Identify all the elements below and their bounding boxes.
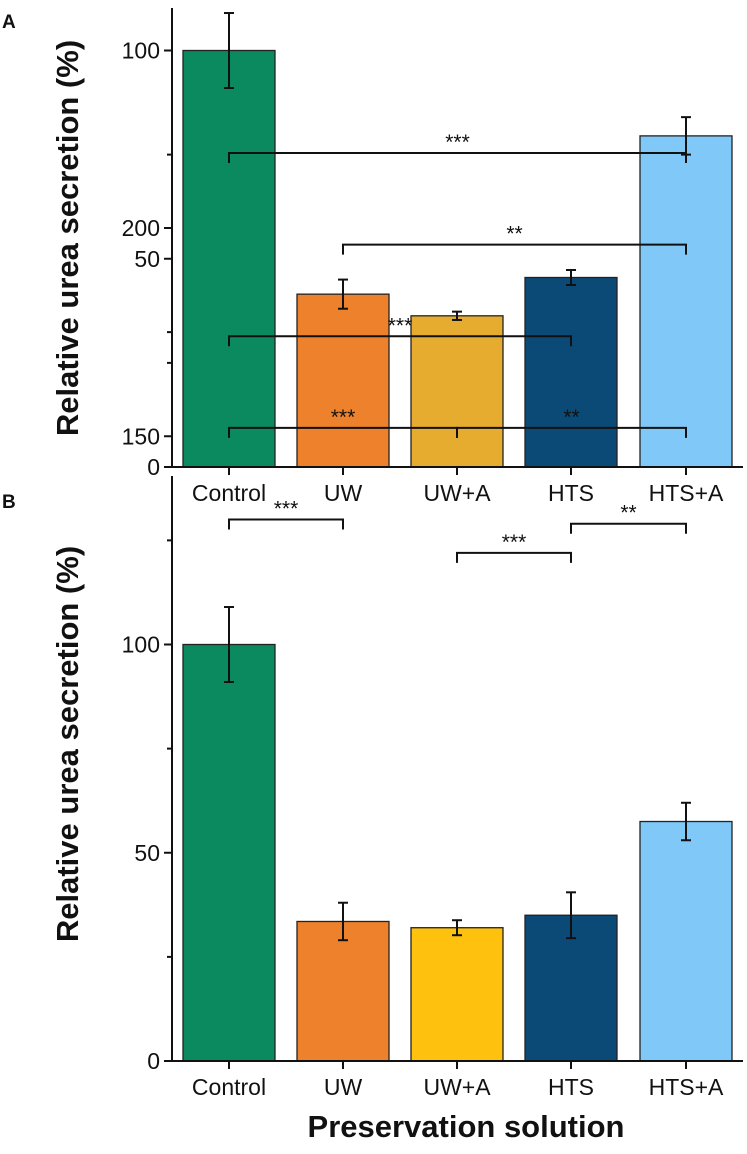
error-bar — [566, 891, 576, 940]
x-tick-label: Control — [192, 1074, 266, 1100]
chart-panel-a: A Relative urea secretion (%) 0 50 100 150 200… — [2, 8, 743, 506]
y-tick-label: 0 — [147, 1048, 160, 1074]
x-tick-label: UW — [324, 480, 363, 506]
y-tick-label: 50 — [134, 246, 160, 272]
bar-uw — [296, 920, 390, 1062]
bar-control — [182, 643, 276, 1062]
x-tick-label: UW — [324, 1074, 363, 1100]
significance-bracket — [342, 243, 687, 255]
x-tick-label: UW+A — [423, 1074, 491, 1100]
significance-label: ** — [563, 406, 579, 429]
x-tick-label: HTS+A — [649, 1074, 724, 1100]
y-tick-label: 100 — [122, 632, 160, 658]
x-tick-label: HTS — [548, 1074, 594, 1100]
y-tick-label: 100 — [122, 38, 160, 64]
bar-hts-plusa — [639, 135, 733, 468]
significance-bracket — [456, 551, 572, 563]
error-bar — [452, 919, 462, 937]
panel-letter: A — [2, 12, 16, 33]
bar-control — [182, 49, 276, 468]
bar-uw — [296, 293, 390, 468]
significance-bracket — [228, 335, 572, 347]
x-tick-label: UW+A — [423, 480, 491, 506]
y-tick-label: 0 — [147, 454, 160, 480]
error-bar — [681, 801, 691, 842]
significance-label: *** — [502, 531, 527, 554]
bar-uw-plusa — [410, 315, 504, 468]
y-axis-title: Relative urea secretion (%) — [50, 546, 85, 942]
error-bar — [338, 278, 348, 310]
significance-label: ** — [620, 502, 636, 525]
significance-label: *** — [274, 498, 299, 521]
significance-label: *** — [445, 131, 470, 154]
error-bar — [338, 901, 348, 942]
chart-panel-b: B Relative urea secretion (%) 0 50 100 150 200… — [2, 131, 743, 1100]
y-axis-title: Relative urea secretion (%) — [50, 40, 85, 436]
x-tick-label: HTS+A — [649, 480, 724, 506]
bar-hts — [524, 276, 618, 468]
significance-bracket — [570, 522, 687, 534]
significance-bracket — [228, 152, 687, 164]
y-tick-label: 150 — [122, 423, 160, 449]
significance-label: *** — [331, 406, 356, 429]
y-tick-label: 200 — [122, 215, 160, 241]
y-tick-label: 50 — [134, 840, 160, 866]
bar-uw-plusa — [410, 927, 504, 1062]
significance-label: ** — [506, 223, 522, 246]
significance-bracket — [456, 426, 687, 438]
error-bar — [566, 268, 576, 286]
significance-bracket — [228, 518, 344, 530]
bar-hts-plusa — [639, 820, 733, 1062]
error-bar — [224, 606, 234, 683]
bar-hts — [524, 914, 618, 1062]
x-tick-label: HTS — [548, 480, 594, 506]
x-tick-label: Control — [192, 480, 266, 506]
error-bar — [224, 12, 234, 89]
x-axis-title: Preservation solution — [308, 1109, 625, 1144]
significance-label: *** — [388, 314, 413, 337]
error-bar — [452, 310, 462, 321]
panel-letter: B — [2, 492, 16, 513]
